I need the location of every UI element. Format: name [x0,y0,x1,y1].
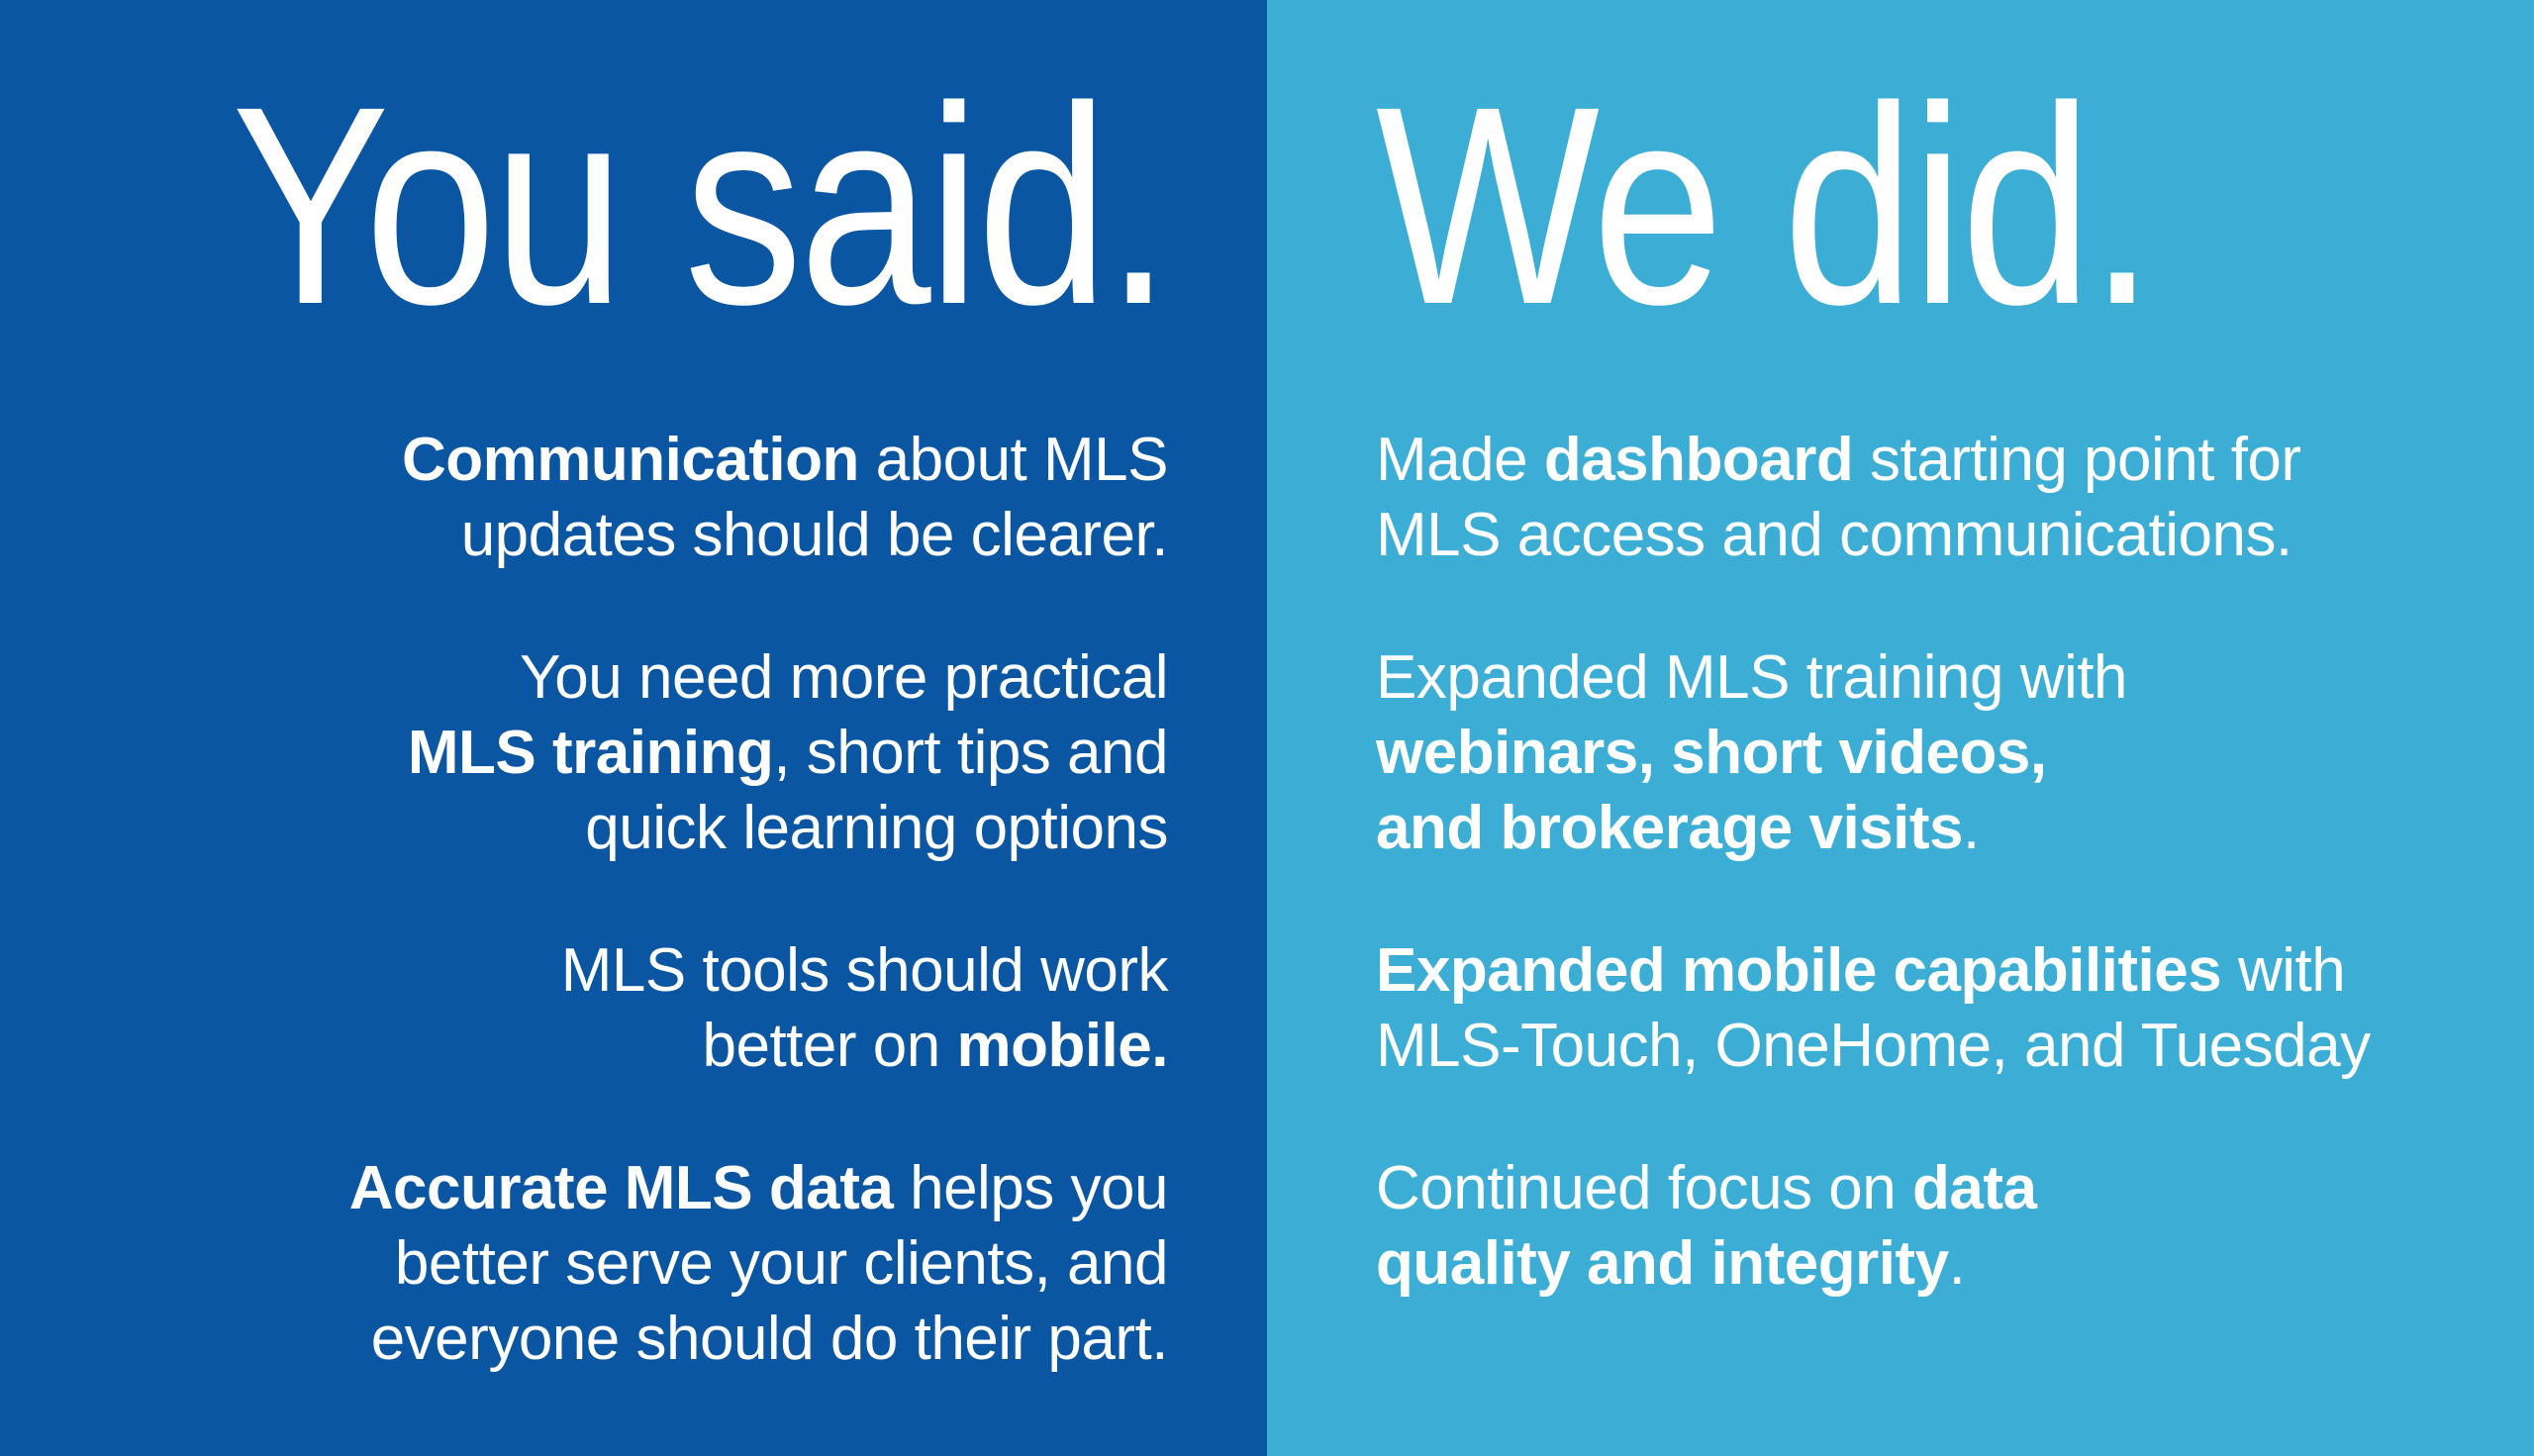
response-paragraph-mobile: Expanded mobile capabilities with MLS-To… [1376,933,2534,1084]
text-line: Expanded mobile capabilities with [1376,933,2534,1009]
text-segment: , short tips and [773,719,1168,787]
text-segment: Expanded MLS training with [1376,643,2128,712]
text-line: Accurate MLS data helps you [0,1151,1169,1226]
text-line: MLS tools should work [0,933,1169,1009]
text-segment: Expanded mobile capabilities [1376,936,2222,1005]
text-line: better on mobile. [0,1009,1168,1084]
text-segment: dashboard [1543,426,1854,494]
text-line: MLS access and communications. [1376,498,2534,573]
text-line: quick learning options [0,791,1168,866]
text-segment: about MLS [858,426,1169,494]
text-line: quality and integrity. [1376,1226,2534,1302]
text-segment: . [1948,1229,1966,1298]
text-segment: better on [702,1012,957,1080]
text-segment: You need more practical [520,643,1168,712]
text-segment: helps you [893,1154,1168,1222]
text-line: Expanded MLS training with [1376,640,2534,716]
text-line: Communication about MLS [0,423,1169,498]
text-segment: quality and integrity [1376,1229,1949,1298]
text-line: webinars, short videos, [1376,716,2534,791]
response-paragraph-dashboard: Made dashboard starting point for MLS ac… [1376,423,2534,573]
text-line: MLS-Touch, OneHome, and Tuesday [1376,1009,2534,1084]
text-segment: MLS access and communications. [1376,501,2292,569]
text-segment: data [1912,1154,2037,1222]
we-did-panel: We did. Made dashboard starting point fo… [1267,0,2534,1456]
feedback-paragraph-mobile: MLS tools should work better on mobile. [0,933,1169,1084]
response-paragraph-data-quality: Continued focus on data quality and inte… [1376,1151,2534,1302]
feedback-paragraph-training: You need more practical MLS training, sh… [0,640,1169,866]
text-segment: webinars, short videos, [1376,719,2047,787]
text-line: and brokerage visits. [1376,791,2534,866]
text-line: better serve your clients, and [0,1226,1169,1302]
text-segment: Accurate MLS data [348,1154,894,1222]
text-line: updates should be clearer. [0,498,1169,573]
we-did-paragraphs: Made dashboard starting point for MLS ac… [1376,423,2534,1302]
text-segment: Communication [401,426,859,494]
text-segment: with [2221,936,2346,1005]
text-segment: . [1963,794,1980,862]
text-segment: updates should be clearer. [460,501,1169,569]
we-did-title: We did. [1376,49,2155,363]
text-segment: everyone should do their part. [370,1305,1169,1373]
text-segment: Continued focus on [1376,1154,1912,1222]
you-said-paragraphs: Communication about MLS updates should b… [0,423,1169,1377]
text-segment: MLS training [407,719,774,787]
text-line: MLS training, short tips and [0,716,1169,791]
response-paragraph-training: Expanded MLS training with webinars, sho… [1376,640,2534,866]
text-segment: Made [1376,426,1544,494]
text-segment: and brokerage visits [1376,794,1964,862]
text-segment: MLS-Touch, OneHome, and Tuesday [1376,1012,2371,1080]
you-said-panel: You said. Communication about MLS update… [0,0,1267,1456]
text-segment: MLS tools should work [560,936,1169,1005]
feedback-paragraph-communication: Communication about MLS updates should b… [0,423,1169,573]
text-segment: . [1151,1012,1168,1080]
text-segment: starting point for [1853,426,2301,494]
feedback-paragraph-data: Accurate MLS data helps you better serve… [0,1151,1169,1377]
text-line: You need more practical [0,640,1168,716]
you-said-title: You said. [232,49,1171,363]
text-line: everyone should do their part. [0,1302,1169,1377]
text-segment: quick learning options [585,794,1168,862]
text-line: Continued focus on data [1376,1151,2534,1226]
text-segment: mobile [956,1012,1152,1080]
text-segment: better serve your clients, and [394,1229,1169,1298]
text-line: Made dashboard starting point for [1376,423,2534,498]
